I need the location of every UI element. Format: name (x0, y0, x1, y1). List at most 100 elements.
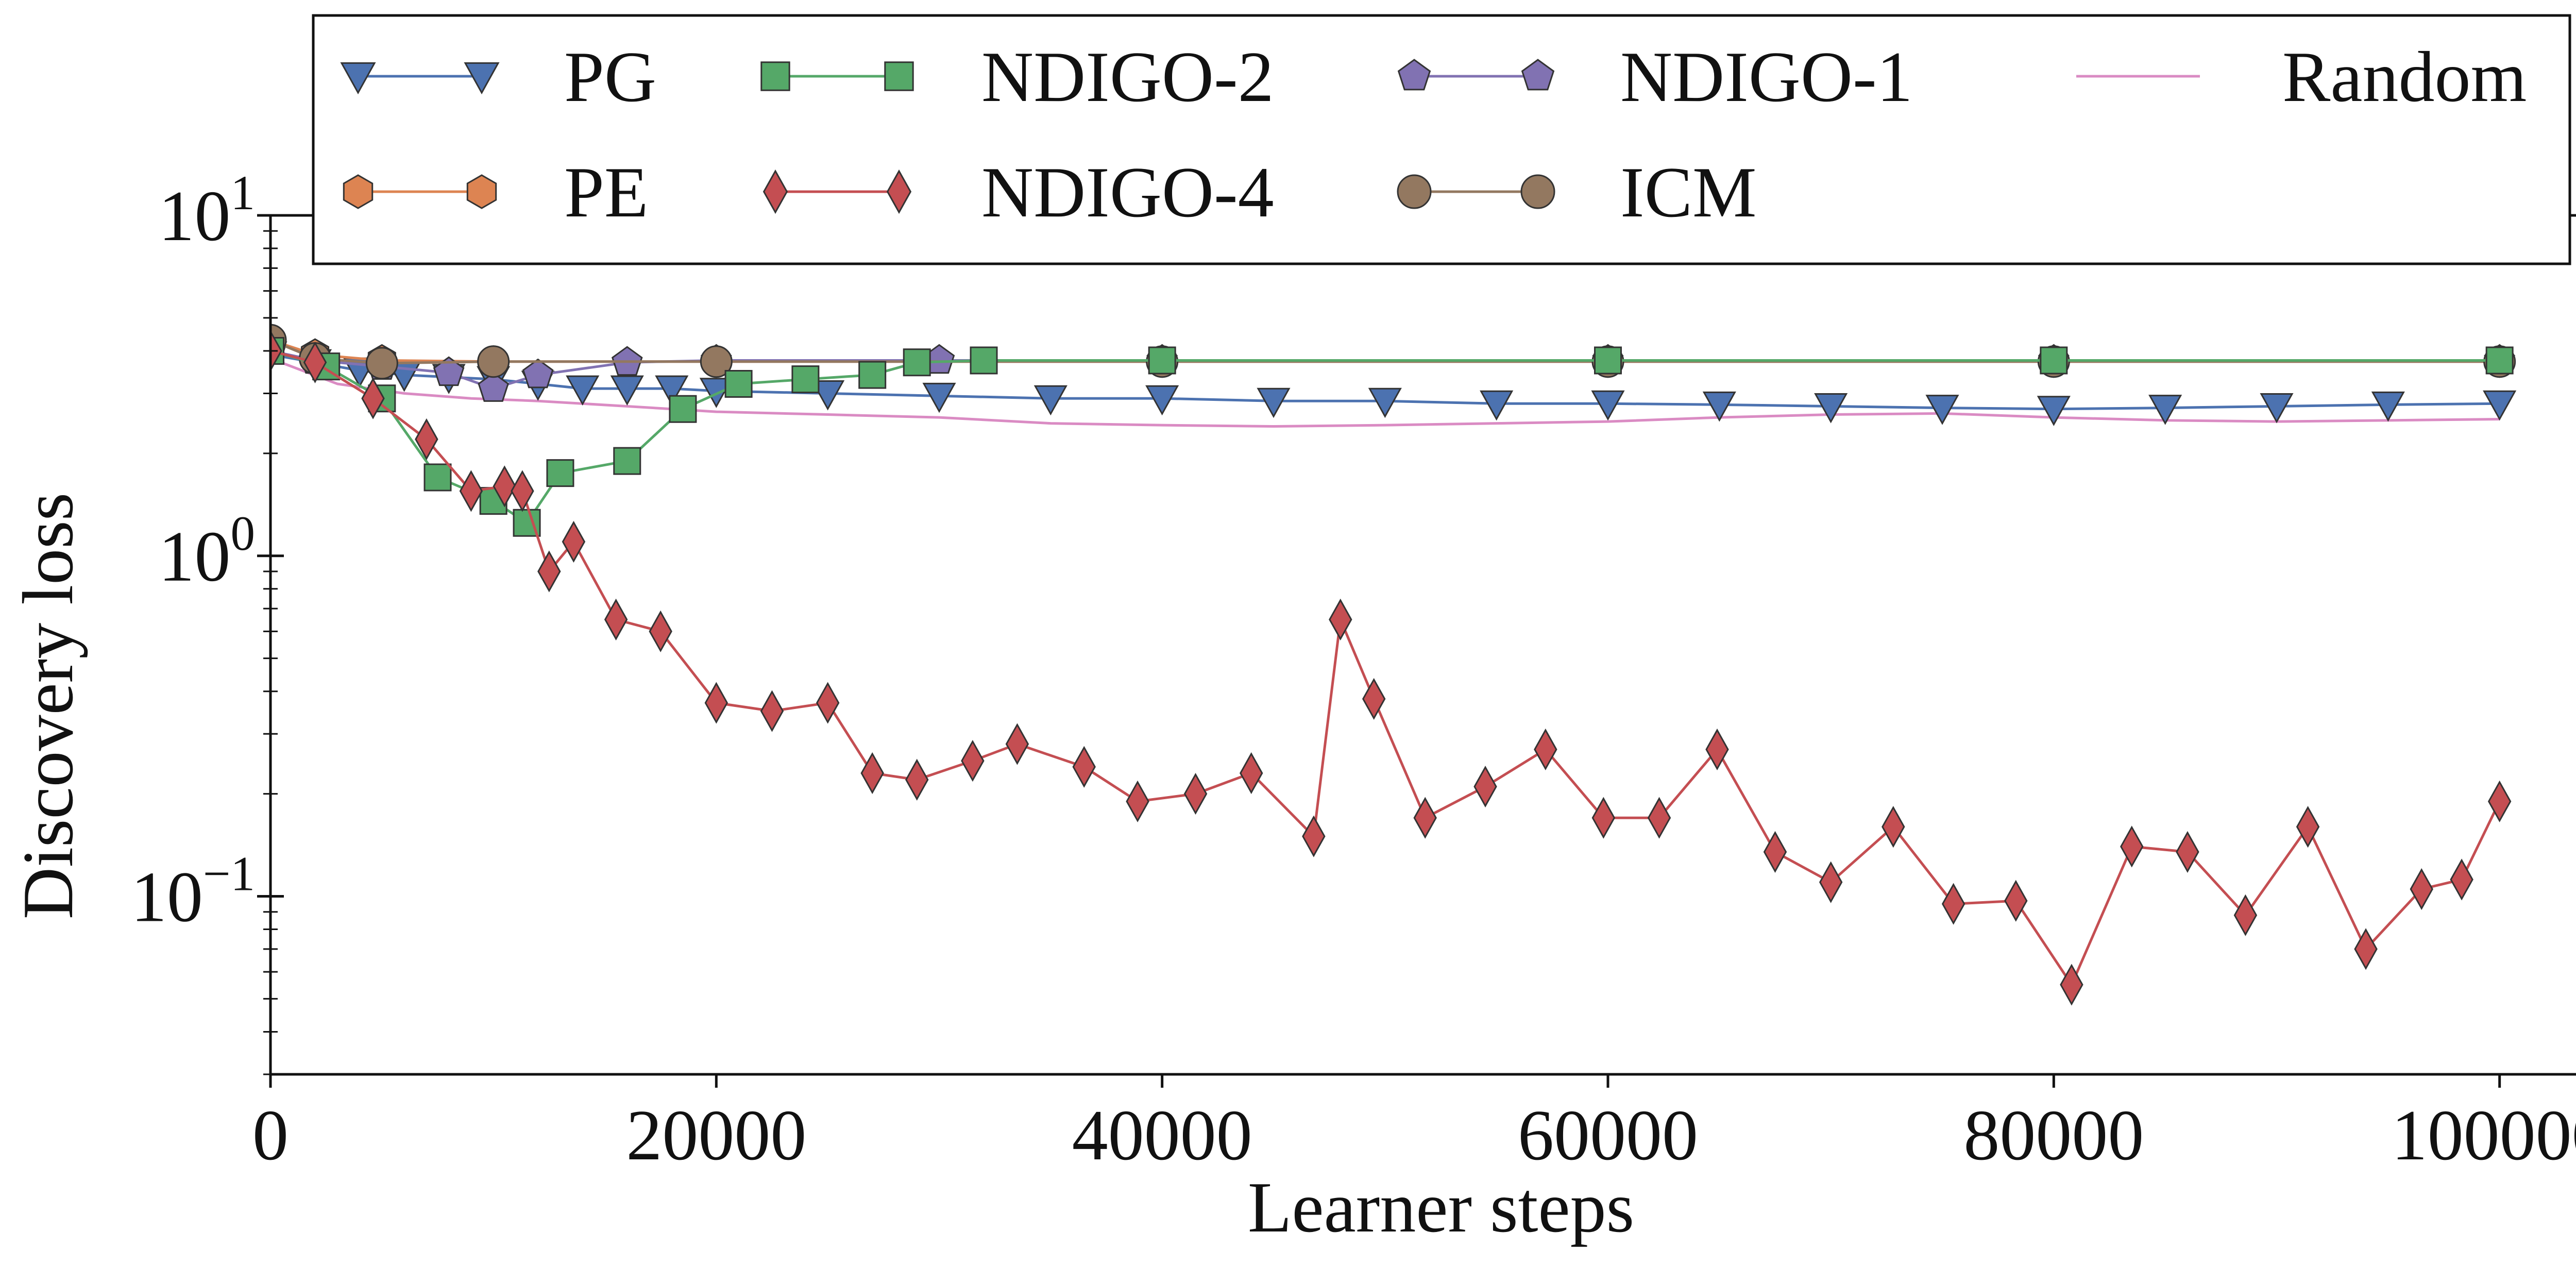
y-axis-label: Discovery loss (8, 493, 88, 919)
x-tick-label: 40000 (1072, 1095, 1252, 1175)
data-point-ndigo-2-3 (423, 463, 452, 492)
x-tick-label: 0 (252, 1095, 289, 1175)
data-point-pg-18 (1591, 390, 1625, 421)
series-ndigo-2 (270, 336, 2514, 537)
data-point-pg-15 (1257, 387, 1291, 418)
data-point-ndigo-2-5 (513, 509, 541, 537)
legend-label-ndigo-2: NDIGO-2 (981, 37, 1274, 117)
data-point-pg-21 (1925, 395, 1959, 425)
data-point-ndigo-4-40 (2296, 806, 2320, 848)
data-point-ndigo-2-16 (2040, 346, 2068, 375)
data-point-ndigo-4-5 (493, 465, 517, 508)
legend-marker-ndigo-1 (1521, 59, 1555, 91)
legend-marker-pg (464, 62, 500, 95)
series-line-random (270, 357, 2500, 428)
data-point-ndigo-2-6 (546, 459, 574, 487)
data-point-ndigo-4-32 (1819, 861, 1843, 903)
legend-label-icm: ICM (1620, 153, 1756, 232)
x-axis-label: Learner steps (1248, 1168, 1634, 1247)
series-random (270, 357, 2500, 428)
x-tick-label: 80000 (1963, 1095, 2144, 1175)
data-point-ndigo-4-30 (1705, 728, 1729, 771)
data-point-ndigo-4-3 (415, 418, 438, 461)
labels-layer: Learner steps Discovery loss (8, 493, 1634, 1247)
y-tick-label: 101 (159, 165, 256, 256)
legend-marker-icm (1397, 174, 1432, 209)
y-tick-label: 100 (159, 506, 256, 597)
legend-label-ndigo-4: NDIGO-4 (981, 153, 1274, 232)
data-point-ndigo-4-34 (1941, 883, 1965, 925)
x-tick-label: 100000 (2392, 1095, 2576, 1175)
data-point-ndigo-4-8 (562, 520, 586, 563)
legend-item-icm: ICM (1397, 153, 1756, 232)
legend-box (312, 14, 2571, 265)
data-point-icm-3 (477, 345, 510, 378)
legend-item-ndigo-2: NDIGO-2 (760, 37, 1274, 117)
data-point-ndigo-1-3 (433, 356, 465, 386)
data-point-ndigo-4-44 (2487, 780, 2512, 822)
data-point-ndigo-2-9 (724, 369, 753, 398)
data-point-pg-22 (2037, 396, 2071, 426)
data-point-pg-12 (922, 382, 956, 413)
data-point-ndigo-2-13 (970, 346, 998, 375)
legend-item-pg: PG (340, 37, 656, 117)
data-point-ndigo-4-20 (1183, 773, 1208, 815)
data-point-ndigo-2-7 (613, 447, 641, 475)
data-point-icm-4 (700, 345, 733, 378)
series-pe (270, 324, 2514, 378)
plot-frame (269, 214, 2576, 1076)
series-line-pe (270, 339, 2500, 363)
data-point-pg-26 (2483, 390, 2517, 421)
data-point-ndigo-4-26 (1473, 766, 1497, 808)
data-point-ndigo-4-16 (961, 740, 985, 782)
series-line-ndigo-1 (270, 349, 2500, 390)
data-point-pg-7 (566, 375, 600, 406)
data-point-ndigo-4-41 (2354, 928, 2378, 970)
data-point-ndigo-2-14 (1148, 346, 1176, 375)
x-tick-label: 20000 (626, 1095, 806, 1175)
series-icm (270, 324, 2516, 380)
data-point-ndigo-4-4 (459, 470, 483, 512)
data-point-ndigo-4-35 (2004, 880, 2028, 922)
data-point-ndigo-4-6 (511, 470, 534, 512)
data-point-ndigo-4-1 (303, 341, 327, 383)
data-point-ndigo-4-18 (1072, 746, 1096, 788)
series-pg (270, 341, 2517, 426)
data-point-ndigo-4-38 (2176, 831, 2199, 873)
series-layer (270, 324, 2517, 1006)
series-ndigo-4 (270, 330, 2512, 1006)
data-point-ndigo-2-10 (791, 365, 820, 394)
series-line-ndigo-4 (270, 349, 2501, 986)
data-point-ndigo-4-7 (537, 550, 561, 593)
legend-marker-ndigo-2 (884, 61, 914, 91)
data-point-pg-20 (1814, 393, 1848, 424)
data-point-icm-2 (365, 347, 398, 380)
legend-label-ndigo-1: NDIGO-1 (1620, 37, 1913, 117)
data-point-ndigo-4-43 (2450, 858, 2473, 901)
data-point-pg-24 (2260, 393, 2294, 424)
legend-marker-pe (343, 174, 374, 209)
data-point-ndigo-2-11 (858, 361, 887, 389)
legend-marker-ndigo-1 (1397, 59, 1431, 91)
data-point-ndigo-4-25 (1413, 797, 1437, 839)
data-point-ndigo-4-33 (1882, 806, 1905, 848)
legend-label-random: Random (2282, 37, 2527, 117)
data-point-ndigo-2-15 (1594, 346, 1622, 375)
data-point-ndigo-1-5 (522, 358, 554, 389)
data-point-pg-14 (1145, 385, 1179, 416)
data-point-ndigo-4-39 (2233, 894, 2258, 936)
axes-layer: 0 20000 40000 60000 80000 100000 10−1 100 101 (131, 165, 2576, 1175)
data-point-ndigo-2-17 (2485, 346, 2514, 375)
data-point-ndigo-4-27 (1534, 728, 1557, 771)
legend-marker-ndigo-4 (762, 169, 788, 214)
data-point-ndigo-4-28 (1591, 797, 1616, 839)
data-point-ndigo-4-15 (905, 758, 929, 801)
legend: PG NDIGO-2 NDIGO-1 Random PE NDIGO-4 ICM (312, 14, 2571, 265)
data-point-ndigo-4-21 (1240, 752, 1263, 795)
data-point-ndigo-4-24 (1362, 678, 1386, 720)
legend-marker-pe (466, 174, 497, 209)
legend-marker-pg (340, 62, 376, 95)
data-point-ndigo-1-4 (478, 372, 509, 402)
